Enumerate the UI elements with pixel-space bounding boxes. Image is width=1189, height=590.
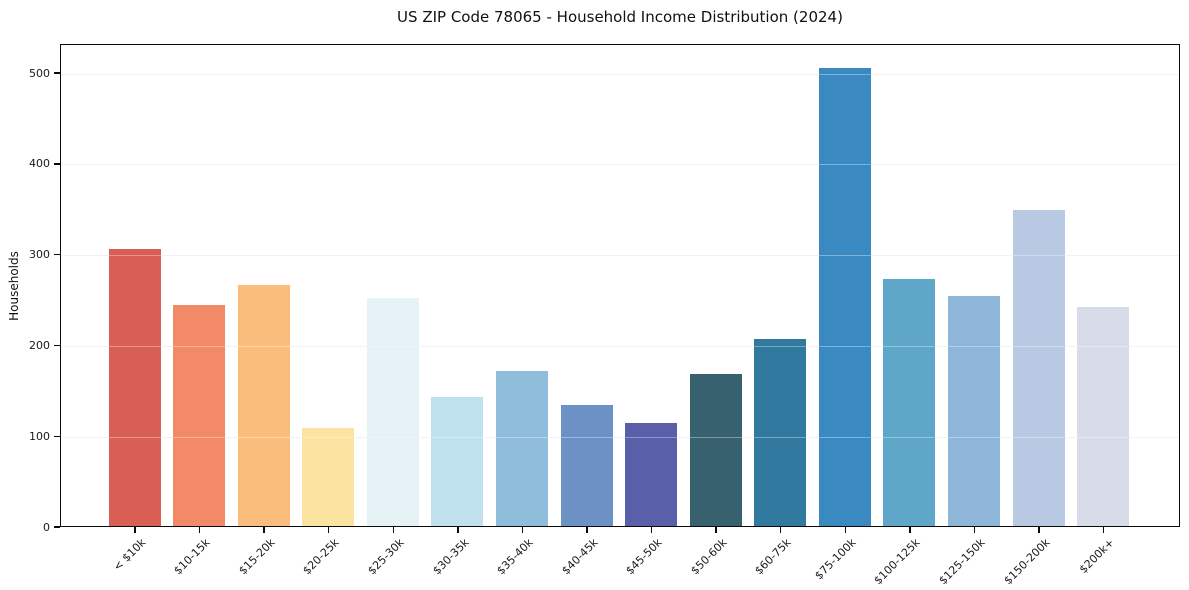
x-tick-label: < $10k xyxy=(110,536,149,574)
bar-$10-15k xyxy=(173,305,226,526)
bar-$60-75k xyxy=(754,338,807,526)
x-tick-mark xyxy=(263,527,265,533)
x-tick-mark xyxy=(457,527,459,533)
bar-$100-125k xyxy=(883,279,936,526)
x-tick-mark xyxy=(650,527,653,533)
bar-$35-40k xyxy=(496,370,549,526)
y-tick-label: 400 xyxy=(29,157,50,171)
bar-$150-200k xyxy=(1012,210,1065,526)
x-tick-label: $50-60k xyxy=(688,536,730,578)
x-tick-mark xyxy=(909,527,911,533)
x-tick-label: $125-150k xyxy=(936,536,988,588)
x-tick-label: $45-50k xyxy=(623,536,665,578)
bar-$25-30k xyxy=(366,298,419,526)
y-tick-label: 500 xyxy=(29,66,50,80)
x-tick-label: $25-30k xyxy=(365,536,407,578)
plot-area xyxy=(60,44,1180,527)
y-tick-mark xyxy=(54,253,60,256)
x-tick-label: $30-35k xyxy=(429,536,472,578)
x-tick-label: $15-20k xyxy=(236,536,278,578)
x-tick-mark xyxy=(328,527,330,533)
x-tick-label: $150-200k xyxy=(1001,536,1053,588)
gridline xyxy=(61,345,1179,347)
gridline xyxy=(61,436,1179,438)
bar-$30-35k xyxy=(431,397,484,526)
gridline xyxy=(61,164,1179,166)
x-tick-label: $100-125k xyxy=(871,536,924,588)
x-tick-label: $200k+ xyxy=(1076,536,1117,577)
bar-$75-100k xyxy=(818,67,871,526)
x-tick-mark xyxy=(1102,527,1105,533)
bar-$125-150k xyxy=(948,296,1000,526)
x-tick-label: $35-40k xyxy=(494,536,536,578)
x-tick-label: $60-75k xyxy=(752,536,794,578)
x-tick-mark xyxy=(973,527,976,533)
bar-$45-50k xyxy=(625,423,678,526)
x-tick-label: $20-25k xyxy=(300,536,342,578)
y-tick-label: 300 xyxy=(29,248,50,262)
x-tick-mark xyxy=(780,527,782,533)
bar-$50-60k xyxy=(689,374,742,526)
y-tick-mark xyxy=(54,435,60,437)
chart-title: US ZIP Code 78065 - Household Income Dis… xyxy=(397,8,843,26)
x-tick-mark xyxy=(198,527,201,533)
bar-$15-20k xyxy=(237,284,290,526)
x-tick-mark xyxy=(392,527,394,533)
y-tick-mark xyxy=(54,163,60,165)
x-tick-mark xyxy=(586,527,588,533)
x-tick-mark xyxy=(844,527,846,533)
y-tick-mark xyxy=(54,344,60,347)
y-tick-label: 100 xyxy=(29,429,50,443)
gridline xyxy=(61,255,1179,257)
bar-< $10k xyxy=(108,249,161,526)
x-tick-mark xyxy=(521,527,524,533)
x-tick-label: $10-15k xyxy=(171,536,213,578)
bar-$40-45k xyxy=(560,405,613,526)
gridline xyxy=(61,73,1179,75)
x-tick-mark xyxy=(134,527,136,533)
x-tick-mark xyxy=(715,527,717,533)
x-tick-label: $40-45k xyxy=(558,536,601,578)
y-tick-mark xyxy=(54,526,60,528)
x-tick-label: $75-100k xyxy=(812,536,859,583)
bar-$20-25k xyxy=(302,427,355,526)
y-tick-label: 0 xyxy=(43,520,50,534)
x-tick-mark xyxy=(1038,527,1040,533)
y-tick-mark xyxy=(54,72,60,74)
bar-$200k+ xyxy=(1077,307,1130,526)
y-tick-label: 200 xyxy=(29,338,50,352)
